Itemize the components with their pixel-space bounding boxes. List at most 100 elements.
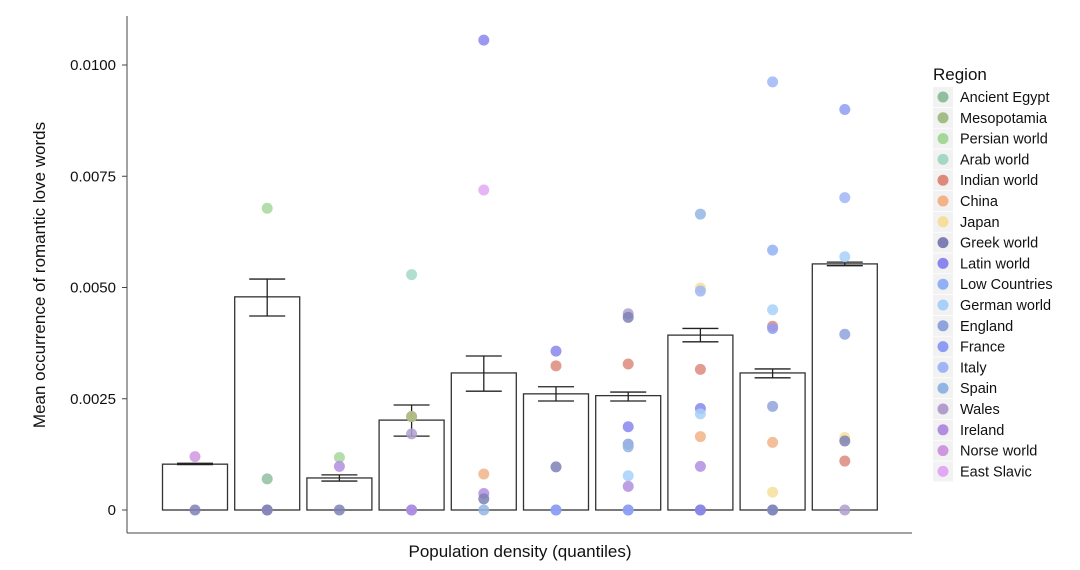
point-spain [478,504,490,516]
point-ireland [694,460,706,472]
legend-swatch [937,257,949,269]
point-norse-world [189,451,201,463]
point-china [694,431,706,443]
point-france [622,504,634,516]
legend: Region Ancient Egypt Mesopotamia Persian w… [933,65,1053,482]
legend-item-ireland: Ireland [933,419,1004,440]
legend-swatch [937,112,949,124]
point-latin-world [622,421,634,433]
point-ireland [622,480,634,492]
point-german-world [767,304,779,316]
legend-swatch [937,237,949,249]
legend-label: Persian world [960,132,1048,148]
legend-swatch [937,341,949,353]
legend-label: France [960,340,1005,356]
legend-swatch [937,278,949,290]
error-bars [177,261,863,482]
bars [161,263,878,511]
point-ireland [333,460,345,472]
point-low-countries [767,244,779,256]
point-greek-world [767,504,779,516]
y-tick-label: 0.0100 [70,57,116,74]
point-german-world [839,251,851,263]
bar-q8 [667,334,734,511]
legend-item-wales: Wales [933,399,1000,419]
point-italy [839,192,851,204]
legend-swatch [937,320,949,332]
point-mesopotamia [406,411,418,423]
axes: 0 0.0025 0.0050 0.0075 0.0100 Mean occurrenc… [30,16,912,561]
y-tick-label: 0.0025 [70,391,116,408]
point-persian-world [261,202,273,214]
legend-item-ancient-egypt: Ancient Egypt [933,87,1049,107]
legend-swatch [937,403,949,415]
point-wales [406,428,418,440]
legend-item-spain: Spain [933,378,997,399]
legend-label: Ancient Egypt [960,90,1049,106]
point-greek-world [189,504,201,516]
legend-swatch [937,445,949,457]
legend-swatch [937,382,949,394]
legend-label: Italy [960,360,987,376]
legend-label: Japan [960,215,1000,231]
legend-swatch [937,465,949,477]
legend-label: China [960,194,999,210]
point-arab-world [406,269,418,281]
point-spain [694,208,706,220]
point-latin-world [694,504,706,516]
point-japan [767,486,779,498]
legend-item-france: France [933,336,1005,357]
point-france [550,504,562,516]
legend-label: Wales [960,402,1000,418]
point-indian-world [839,455,851,467]
legend-label: Ireland [960,423,1004,439]
legend-item-east-slavic: East Slavic [933,461,1032,482]
legend-swatch [937,153,949,165]
point-spain [622,441,634,453]
data-points [189,34,851,516]
legend-title: Region [933,65,987,84]
point-china [478,468,490,480]
legend-item-greek-world: Greek world [933,232,1038,253]
point-german-world [622,470,634,482]
y-tick-label: 0 [108,502,116,519]
point-france [767,322,779,334]
legend-label: Mesopotamia [960,111,1048,127]
legend-swatch [937,133,949,145]
point-china [767,436,779,448]
point-italy [694,285,706,297]
point-italy [767,76,779,88]
point-england [839,328,851,340]
point-latin-world [550,345,562,357]
legend-swatch [937,424,949,436]
legend-item-persian-world: Persian world [933,128,1048,149]
bar-q1 [161,463,229,511]
legend-label: Greek world [960,236,1038,252]
legend-swatch [937,195,949,207]
legend-label: Indian world [960,173,1038,189]
legend-swatch [937,174,949,186]
legend-item-japan: Japan [933,211,1000,232]
legend-item-german-world: German world [933,295,1051,315]
point-greek-world [839,435,851,447]
bar-q10 [811,263,878,511]
legend-item-indian-world: Indian world [933,170,1038,191]
point-france [839,104,851,115]
point-latin-world [478,34,490,46]
legend-items: Ancient Egypt Mesopotamia Persian world Ara… [933,87,1053,482]
y-axis-title: Mean occurrence of romantic love words [30,122,49,428]
point-persian-world [333,451,345,463]
legend-item-england: England [933,315,1013,336]
legend-item-norse-world: Norse world [933,440,1037,461]
legend-item-latin-world: Latin world [933,253,1030,274]
point-ancient-egypt [261,473,273,485]
legend-swatch [937,216,949,228]
point-ireland [406,504,418,516]
legend-swatch [937,299,949,311]
bar-q6 [522,393,590,511]
legend-item-italy: Italy [933,357,987,378]
point-greek-world [261,504,273,516]
point-england [767,400,779,412]
point-indian-world [694,363,706,375]
